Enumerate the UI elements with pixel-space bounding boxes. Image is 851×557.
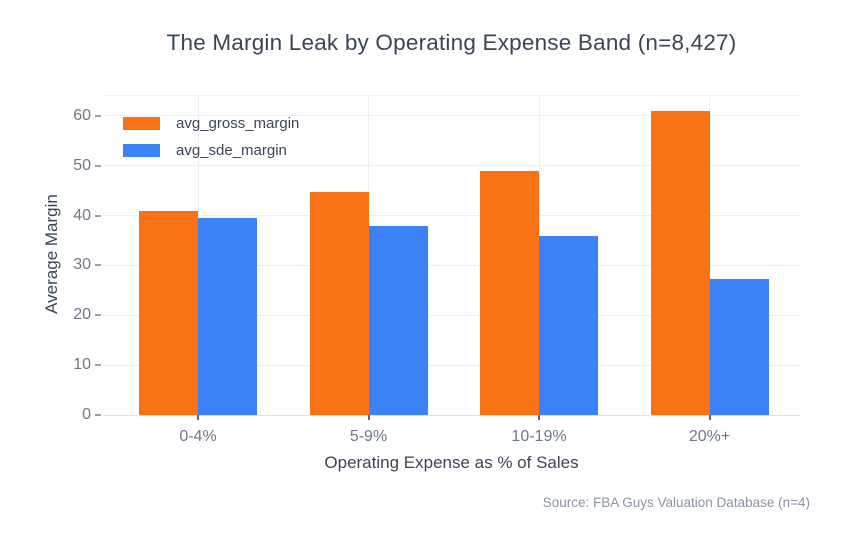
y-tick-label: 50 <box>73 156 91 174</box>
y-tick-label: 10 <box>73 356 91 374</box>
legend-item: avg_sde_margin <box>123 137 299 164</box>
y-tick-mark <box>95 114 101 117</box>
x-axis-title: Operating Expense as % of Sales <box>324 453 579 472</box>
legend-label: avg_gross_margin <box>176 115 300 132</box>
x-tick-mark <box>197 415 199 420</box>
plot-area: 0 10 20 30 40 50 60 0-4% 5-9% 10-19% 20%+ avg_gros… <box>73 95 800 472</box>
bar-avg_gross_margin <box>650 110 710 415</box>
x-tick-label: 5-9% <box>349 428 388 445</box>
legend: avg_gross_margin avg_sde_margin <box>123 110 299 164</box>
y-tick-label: 60 <box>73 106 91 124</box>
x-tick-mark <box>708 415 711 420</box>
bar-avg_sde_margin <box>709 279 769 415</box>
y-tick-label: 30 <box>73 256 91 274</box>
h-gridline <box>103 314 800 316</box>
h-gridline <box>103 115 800 117</box>
x-tick-label: 0-4% <box>179 428 217 445</box>
h-gridline <box>103 264 800 266</box>
x-tick-mark <box>538 415 540 420</box>
h-gridline <box>103 165 800 167</box>
h-gridline <box>103 364 800 366</box>
bar-avg_sde_margin <box>198 218 257 415</box>
y-tick-label: 20 <box>73 306 91 324</box>
v-gridline <box>709 96 710 415</box>
y-tick-mark <box>95 264 101 267</box>
bar-avg_gross_margin <box>139 210 198 415</box>
legend-item: avg_gross_margin <box>123 110 299 137</box>
bar-avg_gross_margin <box>480 170 539 415</box>
y-tick-mark <box>95 364 101 367</box>
y-tick-mark <box>95 314 101 317</box>
y-tick-label: 0 <box>82 406 91 423</box>
bar-avg_sde_margin <box>539 235 598 415</box>
bar-avg_gross_margin <box>309 192 369 415</box>
x-tick-mark <box>367 415 370 420</box>
x-tick-label: 20%+ <box>688 428 731 445</box>
y-tick-mark <box>95 164 101 167</box>
legend-swatch <box>123 144 160 157</box>
h-gridline <box>103 215 800 217</box>
y-tick-mark <box>95 214 101 217</box>
source-note: Source: FBA Guys Valuation Database (n=4… <box>542 495 810 510</box>
y-tick-label: 40 <box>73 206 91 224</box>
legend-swatch <box>123 117 160 130</box>
chart-title: The Margin Leak by Operating Expense Ban… <box>166 30 737 55</box>
y-tick-mark <box>95 414 101 416</box>
bar-avg_sde_margin <box>368 225 428 415</box>
x-tick-label: 10-19% <box>511 428 567 445</box>
legend-label: avg_sde_margin <box>176 142 287 159</box>
